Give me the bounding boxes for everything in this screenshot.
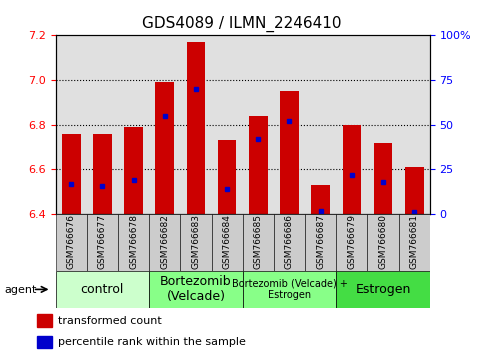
- Bar: [212, 214, 242, 271]
- Bar: [305, 214, 336, 271]
- Text: GSM766679: GSM766679: [347, 214, 356, 269]
- Bar: [312, 185, 330, 214]
- Bar: [37, 336, 52, 348]
- Text: transformed count: transformed count: [58, 316, 162, 326]
- Bar: [249, 116, 268, 214]
- Bar: [242, 271, 336, 308]
- Bar: [93, 134, 112, 214]
- Bar: [149, 271, 242, 308]
- Text: percentile rank within the sample: percentile rank within the sample: [58, 337, 246, 347]
- Bar: [398, 214, 430, 271]
- Text: Bortezomib
(Velcade): Bortezomib (Velcade): [160, 275, 232, 303]
- Text: GSM766678: GSM766678: [129, 214, 138, 269]
- Text: GSM766682: GSM766682: [160, 214, 169, 269]
- Bar: [336, 214, 368, 271]
- Bar: [62, 134, 81, 214]
- Bar: [37, 314, 52, 327]
- Bar: [274, 214, 305, 271]
- Bar: [242, 214, 274, 271]
- Bar: [56, 214, 87, 271]
- Bar: [336, 271, 430, 308]
- Text: GSM766687: GSM766687: [316, 214, 325, 269]
- Bar: [180, 214, 212, 271]
- Bar: [405, 167, 424, 214]
- Text: GDS4089 / ILMN_2246410: GDS4089 / ILMN_2246410: [142, 16, 341, 32]
- Text: GSM766685: GSM766685: [254, 214, 263, 269]
- Text: GSM766681: GSM766681: [410, 214, 419, 269]
- Bar: [87, 214, 118, 271]
- Bar: [186, 42, 205, 214]
- Bar: [124, 127, 143, 214]
- Text: control: control: [81, 283, 124, 296]
- Text: GSM766676: GSM766676: [67, 214, 76, 269]
- Text: Bortezomib (Velcade) +
Estrogen: Bortezomib (Velcade) + Estrogen: [231, 279, 347, 300]
- Bar: [56, 271, 149, 308]
- Text: agent: agent: [5, 285, 37, 295]
- Text: GSM766683: GSM766683: [191, 214, 200, 269]
- Bar: [149, 214, 180, 271]
- Text: Estrogen: Estrogen: [355, 283, 411, 296]
- Bar: [118, 214, 149, 271]
- Text: GSM766680: GSM766680: [379, 214, 387, 269]
- Text: GSM766684: GSM766684: [223, 214, 232, 269]
- Bar: [156, 82, 174, 214]
- Text: GSM766677: GSM766677: [98, 214, 107, 269]
- Bar: [218, 141, 237, 214]
- Bar: [374, 143, 392, 214]
- Text: GSM766686: GSM766686: [285, 214, 294, 269]
- Bar: [342, 125, 361, 214]
- Bar: [280, 91, 299, 214]
- Bar: [368, 214, 398, 271]
